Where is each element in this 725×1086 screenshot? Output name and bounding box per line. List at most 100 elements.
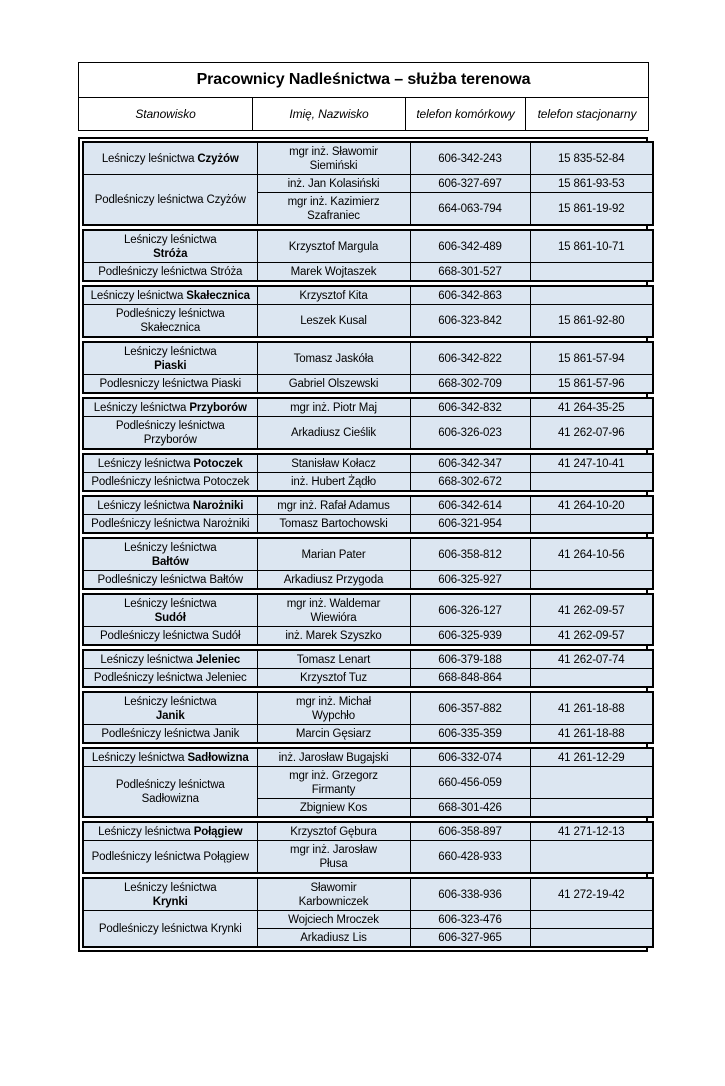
landline-phone-cell: 41 264-35-25	[529, 397, 654, 417]
group-table-skałecznica: Leśniczy leśnictwa Skałecznica Krzysztof …	[82, 285, 654, 338]
table-row: Leśniczy leśnictwa Połągiew Krzysztof Gęb…	[82, 821, 654, 841]
landline-phone-cell	[529, 798, 654, 818]
mobile-phone-cell: 606-342-489	[409, 229, 531, 263]
mobile-phone-cell: 668-848-864	[409, 668, 531, 688]
table-row: Leśniczy leśnictwa Stróża Krzysztof Margul…	[82, 229, 654, 263]
mobile-phone-cell: 668-301-426	[409, 798, 531, 818]
name-cell: inż. Jarosław Bugajski	[256, 747, 411, 767]
landline-phone-cell: 41 262-07-96	[529, 416, 654, 450]
stanowisko-cell: Leśniczy leśnictwa Janik	[82, 691, 258, 725]
landline-phone-cell: 15 835-52-84	[529, 141, 654, 175]
stanowisko-cell: Podleśniczy leśnictwa Potoczek	[82, 472, 258, 492]
stanowisko-cell: Podleśniczy leśnictwa Sudół	[82, 626, 258, 646]
stanowisko-cell: Podleśniczy leśnictwa Bałtów	[82, 570, 258, 590]
stanowisko-cell: Leśniczy leśnictwa Przyborów	[82, 397, 258, 417]
stanowisko-cell: Leśniczy leśnictwa Piaski	[82, 341, 258, 375]
name-cell: inż. Marek Szyszko	[256, 626, 411, 646]
table-row: Podlesniczy leśnictwa Piaski Gabriel Olsz…	[82, 374, 654, 394]
mobile-phone-cell: 606-332-074	[409, 747, 531, 767]
mobile-phone-cell: 606-323-842	[409, 304, 531, 338]
table-row: Podleśniczy leśnictwa Czyżów inż. Jan Kol…	[82, 174, 654, 226]
group-table-jeleniec: Leśniczy leśnictwa Jeleniec Tomasz Lenart…	[82, 649, 654, 688]
name-cell: Arkadiusz Lis	[256, 928, 411, 948]
group-table-sudół: Leśniczy leśnictwa Sudół mgr inż. Waldemar…	[82, 593, 654, 646]
table-row: Leśniczy leśnictwa Janik mgr inż. Michał Wy…	[82, 691, 654, 725]
mobile-phone-cell: 606-342-243	[409, 141, 531, 175]
stanowisko-cell: Podlesniczy leśnictwa Piaski	[82, 374, 258, 394]
name-cell: Marcin Gęsiarz	[256, 724, 411, 744]
mobile-phone-cell: 668-301-527	[409, 262, 531, 282]
mobile-phone-cell: 606-342-863	[409, 285, 531, 305]
table-row: Podleśniczy leśnictwa Potoczek inż. Huber…	[82, 472, 654, 492]
name-cell: Krzysztof Kita	[256, 285, 411, 305]
landline-phone-cell: 41 264-10-56	[529, 537, 654, 571]
mobile-phone-cell: 668-302-709	[409, 374, 531, 394]
group-table-przyborów: Leśniczy leśnictwa Przyborów mgr inż. Pio…	[82, 397, 654, 450]
landline-phone-cell	[529, 514, 654, 534]
group-table-sadłowizna: Leśniczy leśnictwa Sadłowizna inż. Jarosł…	[82, 747, 654, 818]
landline-phone-cell: 41 247-10-41	[529, 453, 654, 473]
column-header-row: Stanowisko Imię, Nazwisko telefon komórk…	[78, 97, 649, 131]
column-header-telefon-komorkowy: telefon komórkowy	[405, 97, 526, 131]
table-row: Podleśniczy leśnictwa Przyborów Arkadiusz …	[82, 416, 654, 450]
mobile-phone-cell: 668-302-672	[409, 472, 531, 492]
name-cell: Krzysztof Gębura	[256, 821, 411, 841]
name-cell: Arkadiusz Przygoda	[256, 570, 411, 590]
table-row: Podleśniczy leśnictwa Jeleniec Krzysztof …	[82, 668, 654, 688]
mobile-phone-cell: 606-321-954	[409, 514, 531, 534]
mobile-phone-cell: 606-325-927	[409, 570, 531, 590]
landline-phone-cell: 15 861-10-71	[529, 229, 654, 263]
landline-phone-cell	[529, 262, 654, 282]
mobile-phone-cell: 606-342-614	[409, 495, 531, 515]
landline-phone-cell	[529, 570, 654, 590]
table-row: Leśniczy leśnictwa Bałtów Marian Pater 606-…	[82, 537, 654, 571]
landline-phone-cell: 15 861-57-96	[529, 374, 654, 394]
name-cell: mgr inż. Grzegorz Firmanty	[256, 766, 411, 799]
name-cell: inż. Hubert Żądło	[256, 472, 411, 492]
group-table-piaski: Leśniczy leśnictwa Piaski Tomasz Jaskóła 60…	[82, 341, 654, 394]
name-cell: Wojciech Mroczek	[256, 910, 411, 929]
table-row: Leśniczy leśnictwa Krynki Sławomir Karbowni…	[82, 877, 654, 911]
name-cell: Arkadiusz Cieślik	[256, 416, 411, 450]
stanowisko-cell: Podleśniczy leśnictwa Sadłowizna	[82, 766, 258, 818]
name-cell: mgr inż. Jarosław Płusa	[256, 840, 411, 874]
table-row: Podleśniczy leśnictwa Stróża Marek Wojtas…	[82, 262, 654, 282]
name-cell: mgr inż. Waldemar Wiewióra	[256, 593, 411, 627]
group-table-połągiew: Leśniczy leśnictwa Połągiew Krzysztof Gęb…	[82, 821, 654, 874]
name-cell: Zbigniew Kos	[256, 798, 411, 818]
group-table-bałtów: Leśniczy leśnictwa Bałtów Marian Pater 606-…	[82, 537, 654, 590]
table-row: Zbigniew Kos 668-301-426	[83, 798, 654, 818]
column-header-telefon-stacjonarny: telefon stacjonarny	[525, 97, 649, 131]
name-cell: mgr inż. Rafał Adamus	[256, 495, 411, 515]
group-table-krynki: Leśniczy leśnictwa Krynki Sławomir Karbowni…	[82, 877, 654, 948]
landline-phone-cell	[529, 766, 654, 799]
table-row: Podleśniczy leśnictwa Janik Marcin Gęsiar…	[82, 724, 654, 744]
mobile-phone-cell: 606-327-697	[409, 174, 531, 193]
landline-phone-cell	[529, 928, 654, 948]
name-cell: Tomasz Jaskóła	[256, 341, 411, 375]
mobile-phone-cell: 606-358-897	[409, 821, 531, 841]
title-row: Pracownicy Nadleśnictwa – służba terenow…	[78, 62, 649, 98]
name-cell: Tomasz Lenart	[256, 649, 411, 669]
table-row: Podleśniczy leśnictwa Bałtów Arkadiusz Pr…	[82, 570, 654, 590]
mobile-phone-cell: 660-456-059	[409, 766, 531, 799]
landline-phone-cell: 15 861-93-53	[529, 174, 654, 193]
stanowisko-cell: Leśniczy leśnictwa Sadłowizna	[82, 747, 258, 767]
landline-phone-cell: 41 261-12-29	[529, 747, 654, 767]
group-table-czyżów: Leśniczy leśnictwa Czyżów mgr inż. Sławom…	[82, 141, 654, 226]
table-row: Leśniczy leśnictwa Czyżów mgr inż. Sławom…	[82, 141, 654, 175]
stanowisko-cell: Podleśniczy leśnictwa Narożniki	[82, 514, 258, 534]
stanowisko-cell: Podleśniczy leśnictwa Skałecznica	[82, 304, 258, 338]
landline-phone-cell	[529, 840, 654, 874]
landline-phone-cell: 41 262-09-57	[529, 593, 654, 627]
mobile-phone-cell: 606-342-822	[409, 341, 531, 375]
table-row: Leśniczy leśnictwa Potoczek Stanisław Koł…	[82, 453, 654, 473]
landline-phone-cell	[529, 668, 654, 688]
stanowisko-cell: Leśniczy leśnictwa Czyżów	[82, 141, 258, 175]
landline-phone-cell: 41 262-09-57	[529, 626, 654, 646]
table-row: Podleśniczy leśnictwa Sudół inż. Marek Sz…	[82, 626, 654, 646]
table-row: Podleśniczy leśnictwa Skałecznica Leszek K…	[82, 304, 654, 338]
stanowisko-cell: Leśniczy leśnictwa Krynki	[82, 877, 258, 911]
group-table-potoczek: Leśniczy leśnictwa Potoczek Stanisław Koł…	[82, 453, 654, 492]
table-row: Podleśniczy leśnictwa Krynki Wojciech Mro…	[82, 910, 654, 948]
